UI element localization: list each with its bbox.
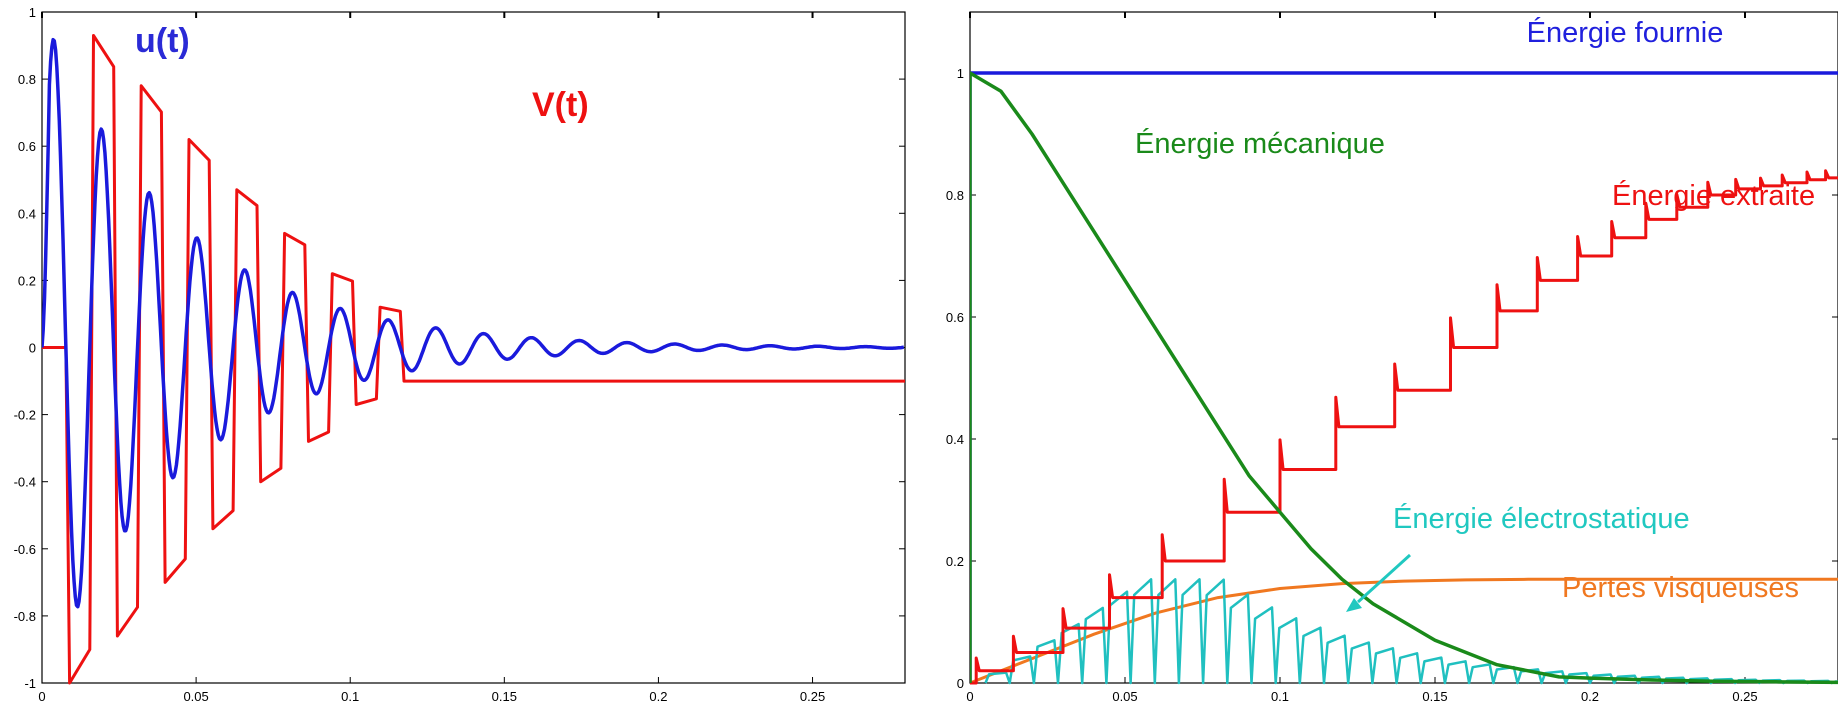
right-xtick-label: 0.15 [1422, 689, 1447, 704]
right-ytick-label: 1 [957, 66, 964, 81]
right-axes: 0 0.05 0.1 0.15 0.2 0.25 0 0.2 0.4 0.6 0.8 1 [946, 11, 1838, 704]
left-axes: 0 0.05 0.1 0.15 0.2 0.25 -1 -0.8 -0.6 -0.4 -0.2 0 0.… [14, 5, 906, 704]
left-ytick-label: 0 [29, 341, 36, 356]
series-u-line [42, 37, 905, 609]
left-ytick-label: 0.6 [18, 139, 36, 154]
left-xtick-label: 0.05 [183, 689, 208, 704]
left-xtick-label: 0 [38, 689, 45, 704]
arrow-electrostatique-head [1346, 598, 1362, 612]
right-xtick-label: 0.1 [1271, 689, 1289, 704]
left-ytick-label: -0.8 [14, 609, 36, 624]
right-frame [969, 11, 1838, 684]
left-ytick-label: -1 [24, 676, 36, 691]
annotation-energie-extraite: Énergie extraite [1612, 179, 1815, 212]
left-ytick-label: 0.2 [18, 273, 36, 288]
left-ytick-label: -0.2 [14, 408, 36, 423]
right-xtick-label: 0.25 [1732, 689, 1757, 704]
series-energie-fournie-line [970, 71, 1838, 683]
arrow-electrostatique-shaft [1356, 553, 1412, 604]
series-pertes-visqueuses-line [970, 577, 1838, 685]
right-ytick-label: 0.6 [946, 310, 964, 325]
annotation-pertes-visqueuses: Pertes visqueuses [1562, 572, 1799, 604]
left-xtick-label: 0.15 [492, 689, 517, 704]
series-V-line [42, 34, 905, 685]
annotation-energie-fournie: Énergie fournie [1527, 16, 1724, 49]
annotation-u: u(t) [135, 22, 190, 60]
left-ytick-label: 0.8 [18, 72, 36, 87]
right-ytick-label: 0.4 [946, 432, 964, 447]
annotation-energie-mecanique: Énergie mécanique [1135, 127, 1385, 160]
left-xtick-label: 0.25 [800, 689, 825, 704]
right-ytick-label: 0.2 [946, 554, 964, 569]
right-xtick-label: 0.05 [1112, 689, 1137, 704]
left-ytick-label: 1 [29, 5, 36, 20]
right-ytick-label: 0 [957, 676, 964, 691]
left-xtick-label: 0.1 [341, 689, 359, 704]
series-energie-mecanique-line [970, 71, 1838, 685]
annotation-V: V(t) [532, 86, 589, 124]
annotation-energie-electrostatique: Énergie électrostatique [1393, 502, 1690, 535]
right-ytick-label: 0.8 [946, 188, 964, 203]
right-xtick-label: 0.2 [1581, 689, 1599, 704]
series-energie-electrostatique-line [984, 578, 1838, 685]
left-ytick-label: 0.4 [18, 206, 36, 221]
left-ytick-label: -0.4 [14, 475, 36, 490]
left-xtick-label: 0.2 [649, 689, 667, 704]
right-xtick-label: 0 [966, 689, 973, 704]
left-ytick-label: -0.6 [14, 542, 36, 557]
series-energie-extraite-line [970, 169, 1838, 685]
